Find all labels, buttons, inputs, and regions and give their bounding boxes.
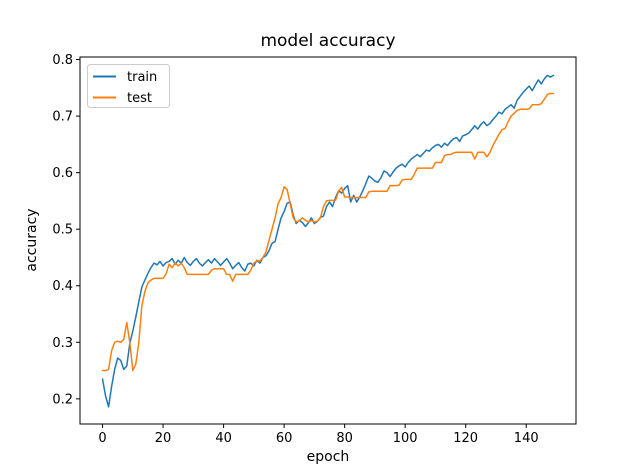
x-tick-label: 60	[276, 431, 293, 446]
y-tick-label: 0.3	[52, 336, 73, 351]
y-axis-ticks: 0.2 0.3 0.4 0.5 0.6 0.7 0.8	[52, 53, 80, 407]
y-tick-label: 0.4	[52, 279, 73, 294]
x-tick-label: 20	[155, 431, 172, 446]
chart-title: model accuracy	[260, 31, 395, 51]
series-line-train	[101, 74, 555, 408]
x-tick-label: 140	[514, 431, 539, 446]
y-tick-label: 0.5	[52, 223, 73, 238]
series-lines	[101, 74, 555, 408]
y-axis-label: accuracy	[24, 208, 40, 271]
plot-area-border	[79, 56, 577, 425]
x-tick-label: 40	[215, 431, 232, 446]
x-tick-label: 0	[98, 431, 106, 446]
series-line-test	[101, 92, 555, 372]
legend-test-label: test	[127, 91, 152, 106]
y-tick-label: 0.6	[52, 166, 73, 181]
x-tick-label: 100	[393, 431, 418, 446]
legend: train test	[87, 64, 170, 108]
y-tick-label: 0.7	[52, 110, 73, 125]
x-axis-label: epoch	[307, 449, 350, 465]
y-tick-label: 0.2	[52, 392, 73, 407]
legend-train-label: train	[127, 70, 157, 85]
x-tick-label: 120	[453, 431, 478, 446]
x-axis-ticks: 0 20 40 60 80 100 120 140	[98, 424, 539, 446]
y-tick-label: 0.8	[52, 53, 73, 68]
x-tick-label: 80	[336, 431, 353, 446]
